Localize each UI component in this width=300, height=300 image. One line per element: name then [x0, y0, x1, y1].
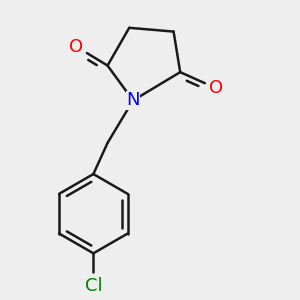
Text: Cl: Cl	[85, 277, 102, 295]
Text: O: O	[209, 79, 223, 97]
Text: N: N	[126, 92, 140, 110]
Text: O: O	[69, 38, 83, 56]
